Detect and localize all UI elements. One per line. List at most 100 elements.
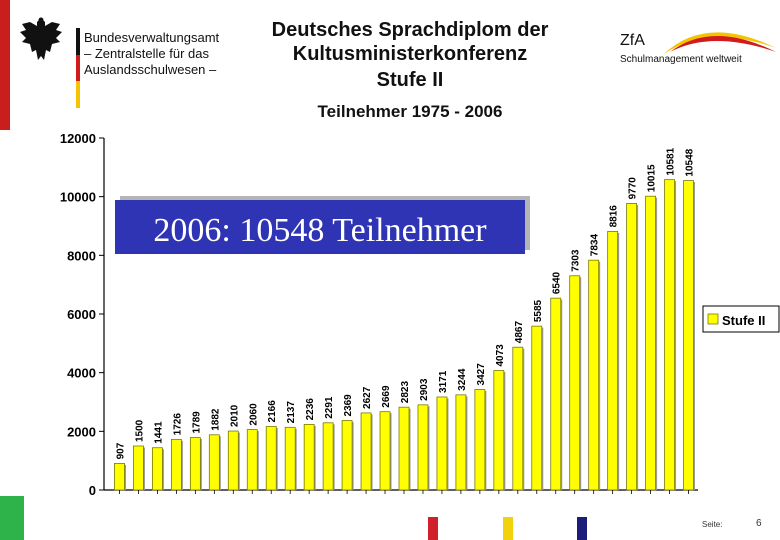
bar-value-label: 2010	[229, 404, 240, 427]
legend: Stufe II	[702, 305, 780, 333]
bar-value-label: 2369	[343, 394, 354, 417]
y-tick-label: 2000	[67, 424, 96, 439]
bar-value-label: 1441	[153, 421, 164, 444]
annotation-callout: 2006: 10548 Teilnehmer	[115, 196, 530, 254]
bar-value-label: 8816	[609, 205, 620, 228]
y-tick-label: 6000	[67, 307, 96, 322]
footer-color-square	[503, 517, 513, 540]
bar-value-label: 10548	[685, 148, 696, 176]
legend-swatch	[707, 313, 719, 325]
bar-value-label: 3244	[457, 368, 468, 391]
bar	[569, 275, 581, 491]
bar	[607, 230, 619, 491]
bar	[474, 389, 486, 491]
bar	[379, 411, 391, 491]
bar	[227, 430, 239, 491]
bar-value-label: 2669	[381, 385, 392, 408]
bar-labels: 907 1500 1441 1726 1789 1882 2010 2060 2166 2137 2…	[115, 147, 695, 459]
bar	[626, 203, 638, 491]
bar-value-label: 10015	[647, 164, 658, 192]
bar-value-label: 2903	[419, 378, 430, 401]
agency-line-1: Bundesverwaltungsamt	[84, 30, 220, 45]
bar	[341, 420, 353, 491]
bar	[645, 195, 656, 491]
y-tick-label: 4000	[67, 366, 96, 381]
y-tick-label: 12000	[60, 131, 96, 146]
bar-value-label: 1726	[172, 413, 183, 436]
bar-value-label: 2236	[305, 398, 316, 421]
bar	[417, 404, 429, 491]
bar-value-label: 1500	[134, 419, 145, 442]
legend-label: Stufe II	[722, 313, 765, 328]
bar-value-label: 4867	[514, 321, 525, 344]
callout-box	[115, 200, 525, 254]
title-line-2: Kultusministerkonferenz	[292, 43, 528, 65]
bar	[303, 424, 315, 491]
bar	[664, 179, 675, 491]
bar-value-label: 2823	[400, 381, 411, 404]
title-line-3: Stufe II	[376, 69, 444, 91]
swoosh-icon	[664, 32, 776, 54]
bar	[455, 394, 467, 491]
bar	[398, 406, 410, 491]
flag-bar	[76, 28, 80, 108]
bar	[284, 426, 296, 491]
bar	[550, 297, 562, 491]
bar	[512, 346, 524, 491]
bar	[189, 437, 201, 491]
bar	[360, 412, 372, 491]
bar	[246, 429, 258, 491]
zfa-abbreviation: ZfA	[620, 32, 645, 49]
bar	[493, 370, 505, 491]
bar-value-label: 2627	[362, 386, 373, 409]
bar-value-label: 2291	[324, 396, 335, 419]
bar-value-label: 10581	[666, 147, 677, 175]
y-tick-label: 10000	[60, 190, 96, 205]
bar-value-label: 6540	[552, 271, 563, 294]
bar-value-label: 9770	[628, 177, 639, 200]
bar-value-label: 1882	[210, 408, 221, 431]
bar-value-label: 907	[115, 442, 126, 459]
y-axis: 0 2000 4000 6000 8000 10000 12000	[60, 131, 698, 498]
bar-value-label: 3171	[438, 370, 449, 393]
bar	[588, 259, 600, 491]
bva-logo: Bundesverwaltungsamt – Zentralstelle für…	[18, 14, 219, 108]
bar	[170, 438, 182, 491]
zfa-logo: ZfA Schulmanagement weltweit	[616, 18, 780, 78]
bar	[265, 426, 277, 491]
bar	[436, 396, 448, 491]
bar-value-label: 3427	[476, 363, 487, 386]
bars	[114, 179, 696, 494]
green-edge-stripe	[0, 496, 24, 540]
y-tick-label: 8000	[67, 248, 96, 263]
bar-value-label: 2137	[286, 401, 297, 424]
callout-text: 2006: 10548 Teilnehmer	[153, 212, 487, 249]
bar-value-label: 1789	[191, 411, 202, 434]
bar	[208, 434, 220, 491]
y-tick-label: 0	[89, 483, 96, 498]
bar	[114, 462, 125, 491]
bar	[531, 325, 543, 491]
page-label: Seite:	[702, 520, 723, 529]
eagle-icon	[20, 17, 62, 60]
title-line-1: Deutsches Sprachdiplom der	[271, 19, 549, 41]
page-title: Deutsches Sprachdiplom der Kultusministe…	[200, 18, 620, 122]
footer-color-square	[428, 517, 438, 540]
bar	[683, 180, 694, 491]
bar-value-label: 7834	[590, 234, 601, 257]
bar-value-label: 4073	[495, 344, 506, 367]
red-edge-stripe	[0, 0, 10, 130]
agency-name: Bundesverwaltungsamt – Zentralstelle für…	[84, 30, 219, 78]
bar	[133, 445, 144, 491]
bar-value-label: 5585	[533, 299, 544, 322]
bar-value-label: 7303	[571, 249, 582, 272]
agency-line-2: – Zentralstelle für das	[84, 46, 210, 61]
bar	[322, 422, 334, 491]
page-number: 6	[756, 518, 762, 529]
zfa-tagline: Schulmanagement weltweit	[620, 54, 742, 65]
footer-color-square	[577, 517, 587, 540]
agency-line-3: Auslandsschulwesen –	[84, 62, 217, 77]
bar-value-label: 2166	[267, 400, 278, 423]
bar-value-label: 2060	[248, 403, 259, 426]
